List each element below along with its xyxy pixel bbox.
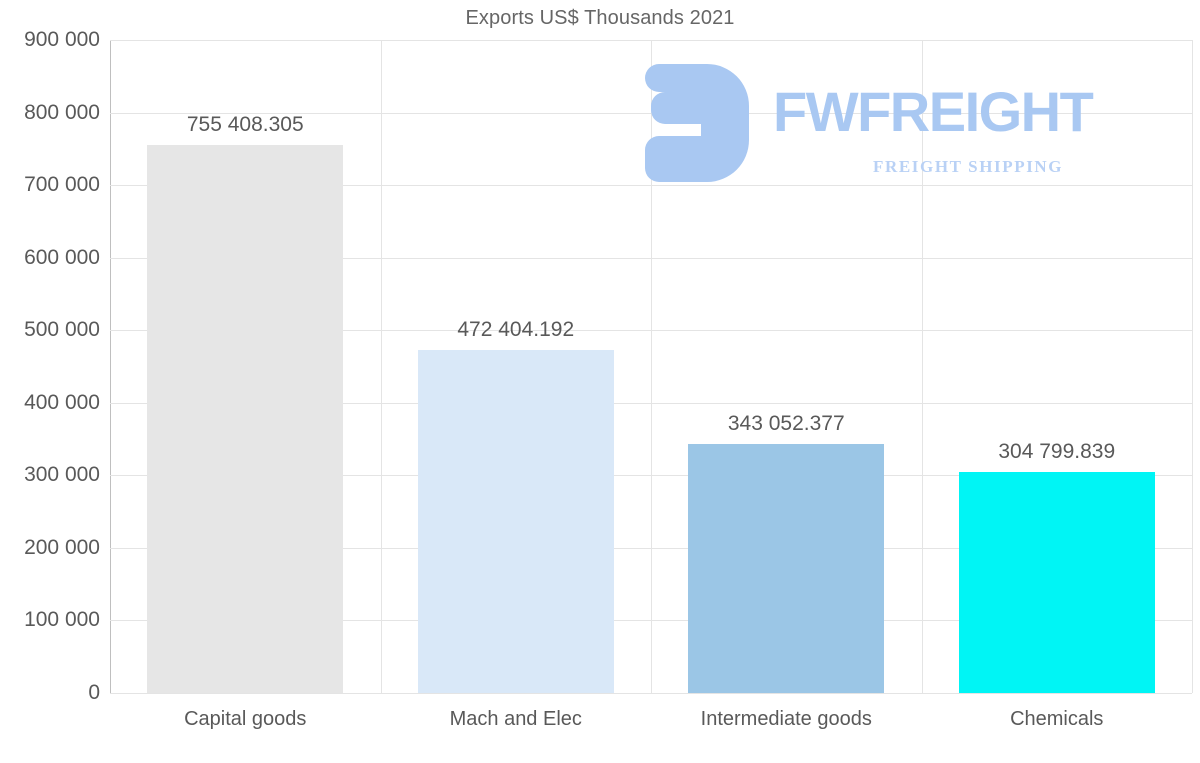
y-axis-tick-label: 900 000 xyxy=(24,28,100,51)
bar-value-label: 755 408.305 xyxy=(186,112,304,136)
bar[interactable] xyxy=(688,444,885,693)
x-axis-tick-label: Capital goods xyxy=(184,708,307,730)
y-axis-tick-label: 400 000 xyxy=(24,390,100,414)
x-axis-tick-label: Mach and Elec xyxy=(449,708,582,730)
bar[interactable] xyxy=(147,144,344,693)
gridline-horizontal xyxy=(110,693,1192,694)
x-axis-tick-label: Intermediate goods xyxy=(700,708,872,730)
gridline-vertical xyxy=(381,40,382,693)
gridline-vertical xyxy=(651,40,652,693)
bar-value-label: 304 799.839 xyxy=(998,439,1116,463)
bar-value-label: 472 404.192 xyxy=(457,318,575,342)
gridline-vertical xyxy=(922,40,923,693)
chart-title: Exports US$ Thousands 2021 xyxy=(465,7,735,29)
x-axis-tick-label: Chemicals xyxy=(1010,708,1104,730)
gridline-vertical xyxy=(1192,40,1193,693)
y-axis: 900 000 800 000 700 000 600 000 500 000 400 0… xyxy=(0,28,100,704)
y-axis-tick-label: 300 000 xyxy=(24,463,100,487)
bar[interactable] xyxy=(417,350,614,693)
y-axis-tick-label: 800 000 xyxy=(24,100,100,124)
bar[interactable] xyxy=(958,471,1155,693)
y-axis-tick-label: 700 000 xyxy=(24,173,100,197)
y-axis-line xyxy=(110,40,111,694)
y-axis-tick-label: 200 000 xyxy=(24,535,100,559)
y-axis-tick-label: 600 000 xyxy=(24,245,100,269)
y-axis-tick-label: 100 000 xyxy=(24,608,100,632)
bar-value-label: 343 052.377 xyxy=(727,412,845,436)
y-axis-tick-label: 500 000 xyxy=(24,318,100,342)
plot-area xyxy=(110,40,1193,694)
y-axis-tick-label: 0 xyxy=(88,681,100,704)
